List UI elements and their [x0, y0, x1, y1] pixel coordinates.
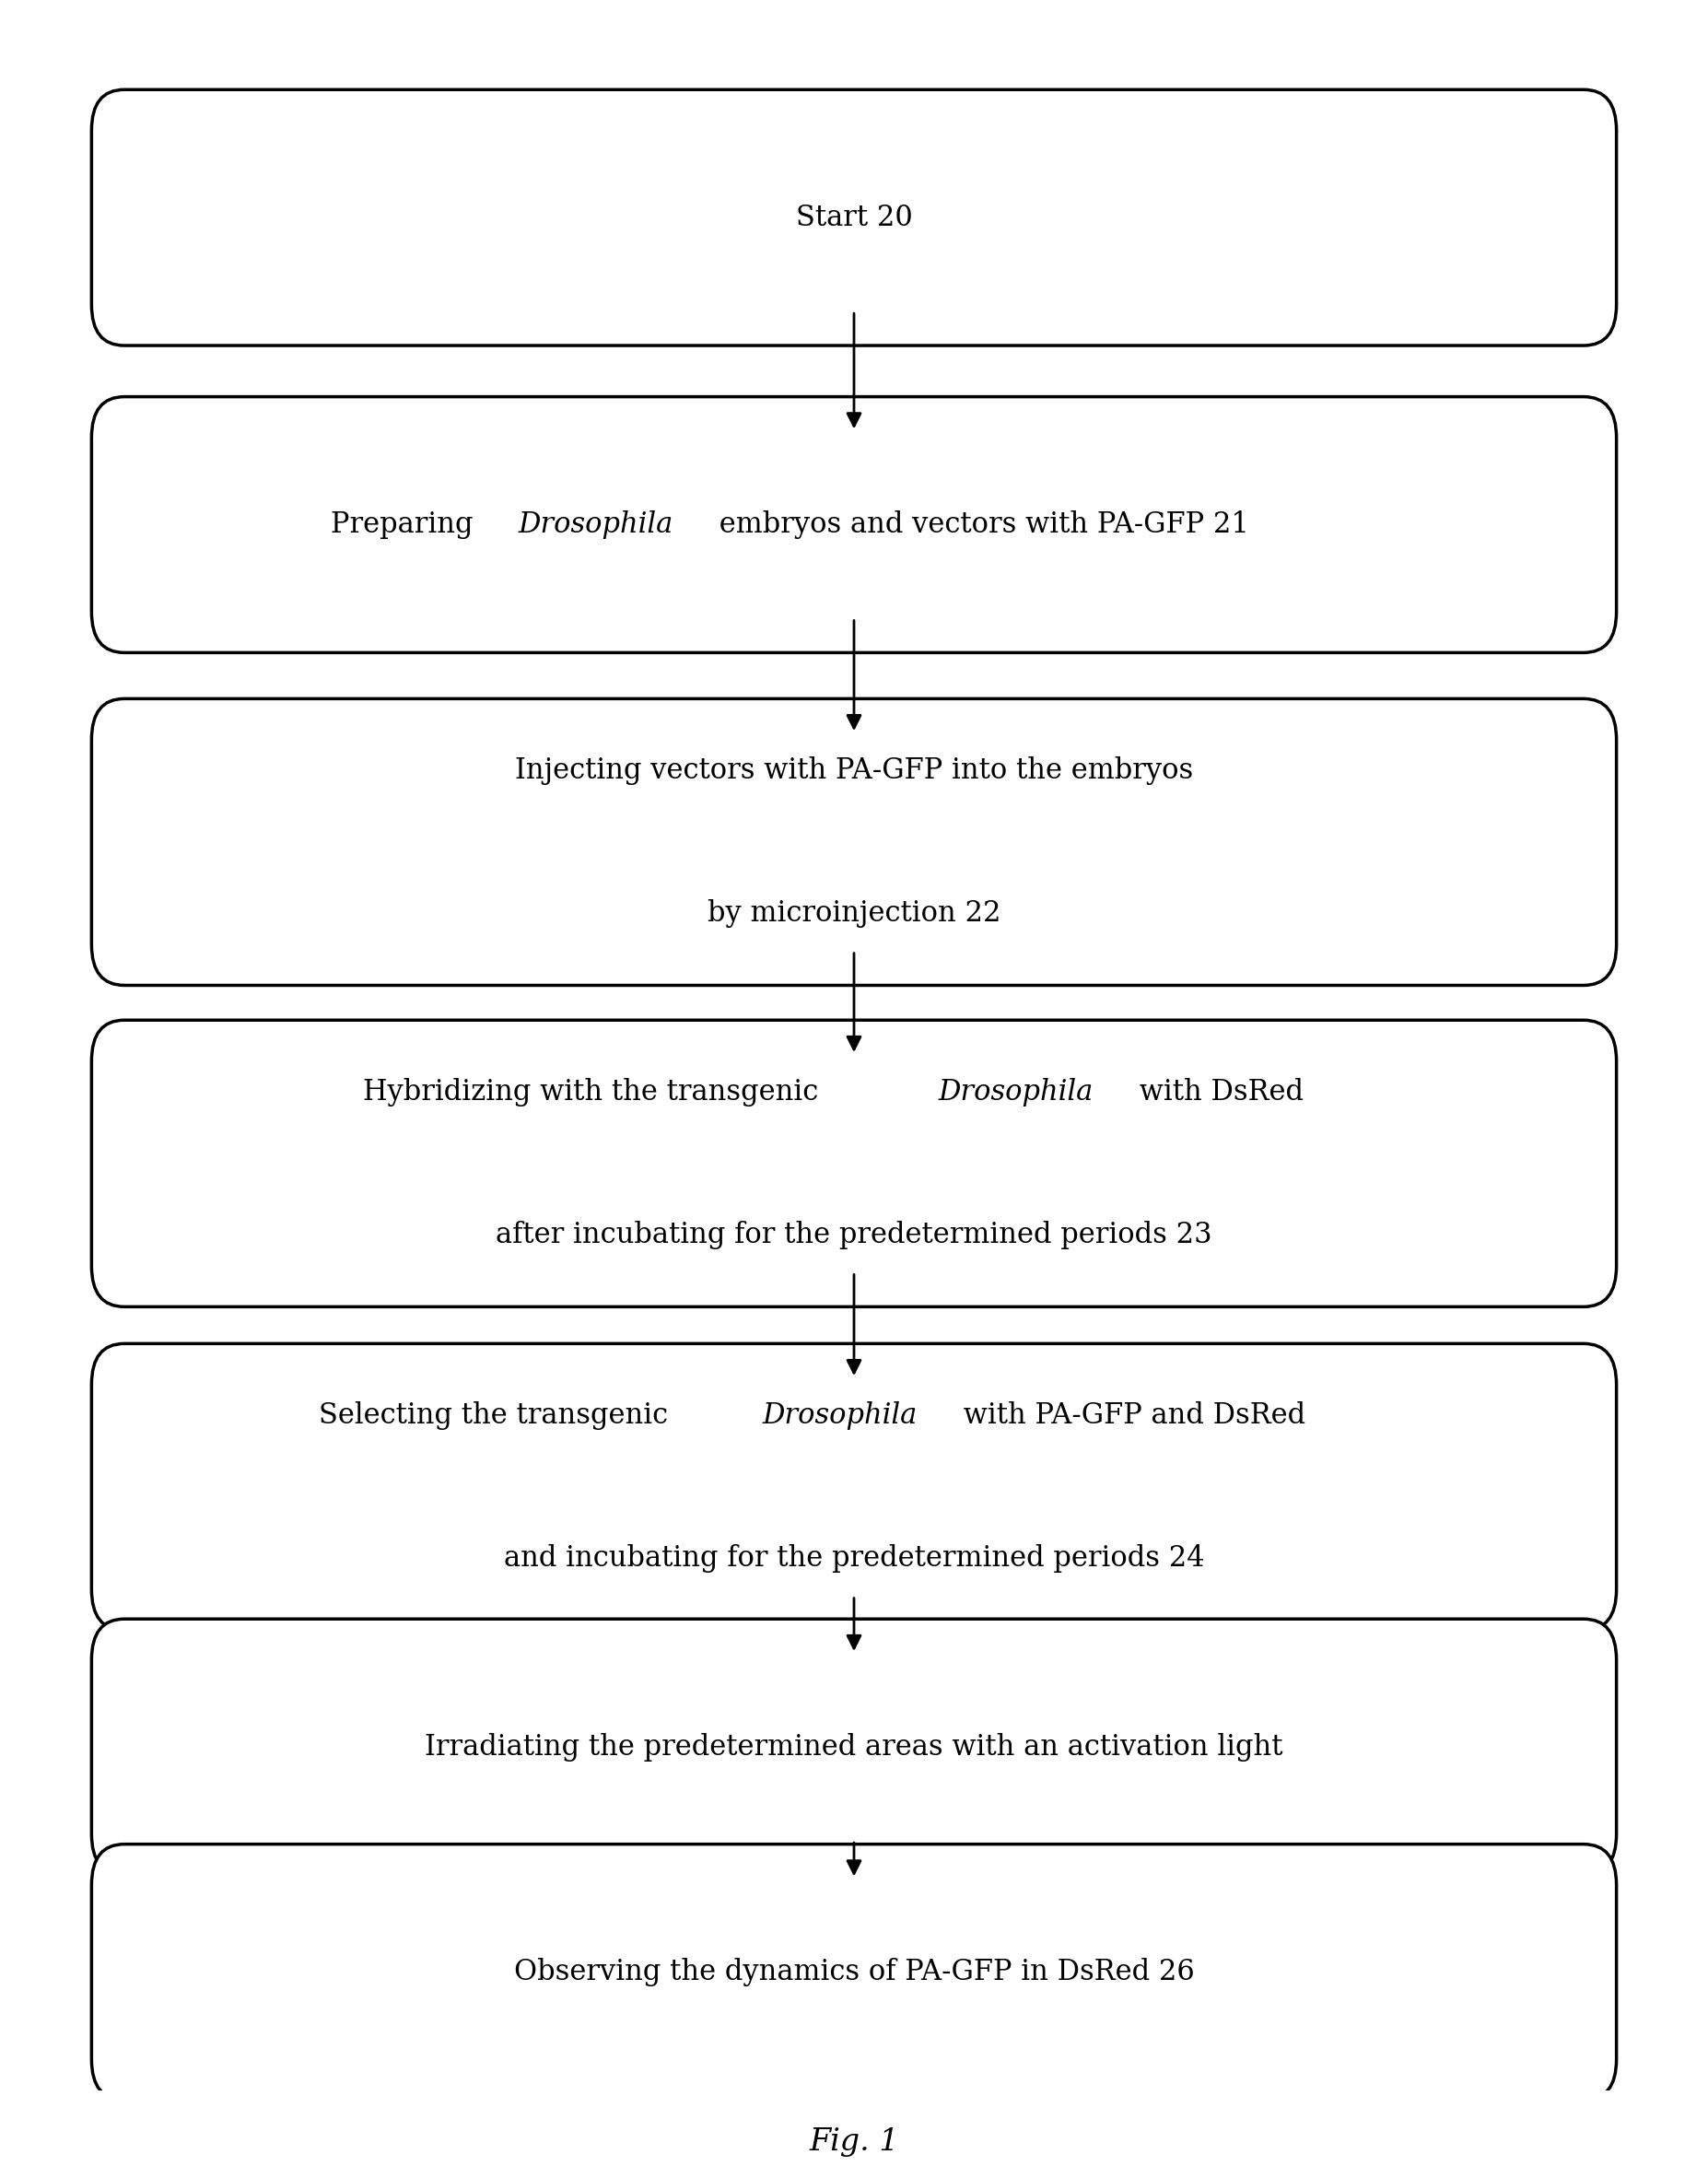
Text: Preparing: Preparing	[331, 510, 482, 538]
FancyBboxPatch shape	[92, 1019, 1616, 1307]
FancyBboxPatch shape	[92, 1845, 1616, 2100]
Text: Injecting vectors with PA-GFP into the embryos: Injecting vectors with PA-GFP into the e…	[514, 756, 1194, 784]
Text: after incubating for the predetermined periods 23: after incubating for the predetermined p…	[495, 1222, 1213, 1250]
FancyBboxPatch shape	[92, 699, 1616, 984]
Text: Fig. 1: Fig. 1	[810, 2128, 898, 2156]
Text: with DsRed: with DsRed	[1131, 1078, 1303, 1106]
Text: Observing the dynamics of PA-GFP in DsRed 26: Observing the dynamics of PA-GFP in DsRe…	[514, 1958, 1194, 1986]
Text: Drosophila: Drosophila	[518, 510, 673, 538]
FancyBboxPatch shape	[92, 89, 1616, 346]
Text: by microinjection 22: by microinjection 22	[707, 900, 1001, 928]
Text: Start 20: Start 20	[796, 203, 912, 231]
FancyBboxPatch shape	[92, 1344, 1616, 1629]
Text: Selecting the transgenic: Selecting the transgenic	[319, 1400, 676, 1429]
Text: and incubating for the predetermined periods 24: and incubating for the predetermined per…	[504, 1544, 1204, 1573]
FancyBboxPatch shape	[92, 1618, 1616, 1875]
Text: with PA-GFP and DsRed: with PA-GFP and DsRed	[955, 1400, 1305, 1429]
Text: Drosophila: Drosophila	[762, 1400, 917, 1429]
Text: embryos and vectors with PA-GFP 21: embryos and vectors with PA-GFP 21	[711, 510, 1249, 538]
Text: Drosophila: Drosophila	[938, 1078, 1093, 1106]
FancyBboxPatch shape	[92, 396, 1616, 653]
Text: Irradiating the predetermined areas with an activation light: Irradiating the predetermined areas with…	[425, 1734, 1283, 1762]
Text: Hybridizing with the transgenic: Hybridizing with the transgenic	[364, 1078, 827, 1106]
